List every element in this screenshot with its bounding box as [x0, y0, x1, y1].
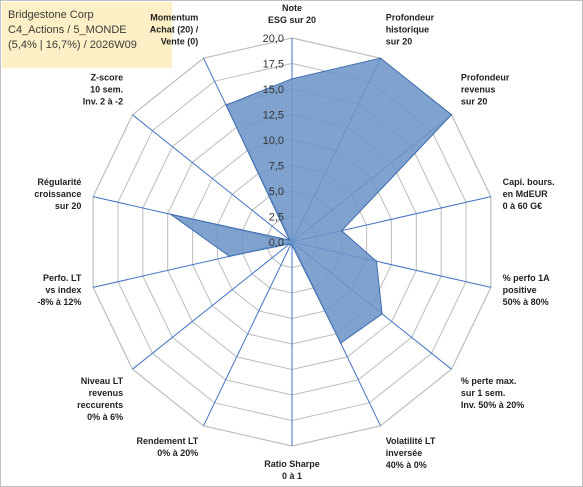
axis-label: Note ESG sur 20 — [268, 3, 316, 25]
data-series-area — [170, 57, 453, 344]
data-point — [339, 342, 342, 344]
axis-label-line: 50% à 80% — [503, 297, 549, 307]
axis-label: Momentum Achat (20) / Vente (0) — [150, 12, 199, 46]
axis-label-line: positive — [503, 285, 537, 295]
axis-label-line: vs index — [45, 285, 81, 295]
axis-label-line: Inv. 2 à -2 — [83, 96, 123, 106]
data-point — [291, 244, 293, 246]
axis-label-line: Note — [282, 3, 302, 13]
title-line-company: Bridgestone Corp — [8, 9, 94, 21]
axis-spoke — [132, 241, 293, 370]
axis-label-line: Profondeur — [386, 12, 435, 22]
axis-label-line: -8% à 12% — [37, 297, 81, 307]
title-line-stats: (5,4% | 16,7%) / 2026W09 — [8, 39, 137, 51]
axis-label-line: 0% à 20% — [157, 448, 198, 458]
axis-label-line: Momentum — [150, 12, 198, 22]
axis-label-line: Inv. 50% à 20% — [461, 400, 524, 410]
tick-label: 15,0 — [263, 84, 284, 96]
data-point — [288, 243, 291, 245]
data-point — [169, 213, 172, 216]
data-point — [291, 78, 293, 80]
axis-label: Perfo. LT vs index -8% à 12% — [37, 273, 82, 307]
chart-title-box: Bridgestone Corp C4_Actions / 5_MONDE (5… — [2, 2, 172, 68]
data-point — [379, 57, 382, 59]
axis-label-line: Profondeur — [461, 72, 510, 82]
axis-label-line: revenus — [89, 388, 124, 398]
axis-label: Niveau LT revenus reccurents 0% à 6% — [77, 376, 124, 422]
tick-label: 12,5 — [263, 110, 284, 122]
data-point — [228, 255, 231, 258]
axis-label-line: Perfo. LT — [43, 273, 82, 283]
axis-label-line: historique — [386, 24, 430, 34]
data-point — [375, 260, 378, 263]
axis-label-line: inversée — [386, 448, 423, 458]
tick-label: 10,0 — [263, 135, 284, 147]
axis-label-line: en MdEUR — [503, 189, 549, 199]
axis-label-line: 0 à 60 G€ — [503, 201, 543, 211]
axis-label-line: Régularité — [37, 177, 81, 187]
axis-label: Rendement LT 0% à 20% — [136, 436, 198, 458]
axis-label-line: Rendement LT — [136, 436, 198, 446]
axis-label: % perfo 1A positive 50% à 80% — [503, 273, 551, 307]
tick-label: 17,5 — [263, 59, 284, 71]
axis-label: Volatilité LT inversée 40% à 0% — [386, 436, 436, 470]
tick-label: 7,5 — [269, 161, 284, 173]
axis-label: Z-score 10 sem. Inv. 2 à -2 — [83, 72, 123, 106]
axis-label-line: sur 20 — [386, 36, 413, 46]
axis-label: Profondeur revenus sur 20 — [461, 72, 510, 106]
axis-label-line: Achat (20) / — [150, 24, 199, 34]
axis-label-line: Volatilité LT — [386, 436, 436, 446]
axis-label: Régularité croissance sur 20 — [34, 177, 81, 211]
axis-label: % perte max. sur 1 sem. Inv. 50% à 20% — [461, 376, 524, 410]
axis-label-line: ESG sur 20 — [268, 15, 316, 25]
data-point — [289, 244, 292, 246]
axis-label-line: sur 20 — [55, 201, 82, 211]
data-point — [450, 114, 453, 116]
axis-label-line: reccurents — [77, 400, 123, 410]
axis-label-line: 0 à 1 — [282, 471, 302, 481]
title-line-category: C4_Actions / 5_MONDE — [8, 24, 127, 36]
axis-label-line: 40% à 0% — [386, 460, 427, 470]
axis-label: Profondeur historique sur 20 — [386, 12, 435, 46]
tick-label: 20,0 — [263, 33, 284, 45]
axis-label: Capi. bours. en MdEUR 0 à 60 G€ — [503, 177, 555, 211]
tick-label: 2,5 — [269, 212, 284, 224]
data-point — [381, 313, 383, 315]
axis-label-line: revenus — [461, 84, 496, 94]
axis-label-line: sur 1 sem. — [461, 388, 506, 398]
axis-label-line: % perfo 1A — [503, 273, 551, 283]
axis-label-line: 10 sem. — [90, 84, 123, 94]
axis-spoke — [132, 114, 293, 243]
axis-label-line: sur 20 — [461, 96, 488, 106]
data-point — [225, 104, 227, 106]
axis-label-line: Capi. bours. — [503, 177, 555, 187]
tick-label: 0,0 — [269, 237, 284, 249]
axis-label-line: Vente (0) — [161, 36, 199, 46]
axis-label-line: 0% à 6% — [87, 412, 123, 422]
tick-label: 5,0 — [269, 186, 284, 198]
axis-spoke — [203, 241, 293, 427]
axis-label-line: Niveau LT — [81, 376, 124, 386]
axis-label: Ratio Sharpe 0 à 1 — [264, 459, 320, 481]
data-point — [340, 229, 343, 232]
axis-label-line: % perte max. — [461, 376, 517, 386]
axis-label-line: Z-score — [91, 72, 124, 82]
data-point — [288, 239, 291, 241]
axis-label-line: croissance — [34, 189, 81, 199]
axis-label-line: Ratio Sharpe — [264, 459, 320, 469]
